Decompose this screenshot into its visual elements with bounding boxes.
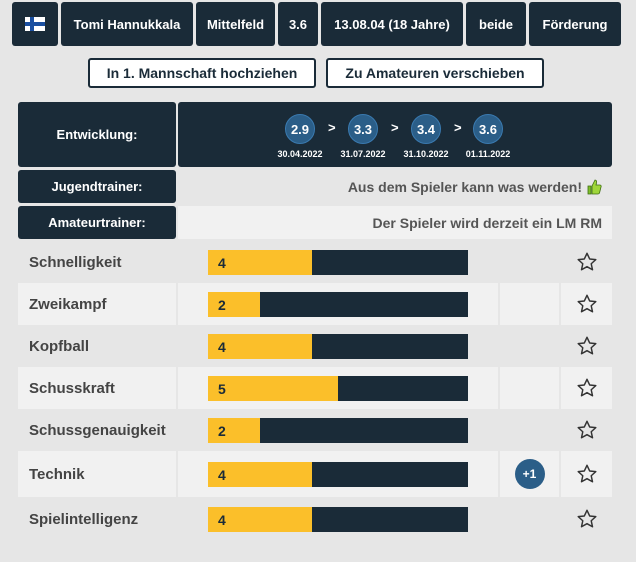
development-step: 3.6 01.11.2022 [458,114,518,159]
skill-bar-fill [208,292,260,317]
skill-bar-fill [208,418,260,443]
skill-name: Spielintelligenz [18,497,176,541]
skill-bar-fill [208,376,338,401]
skill-bar-cell: 4 [178,241,498,283]
skill-value: 5 [218,380,226,397]
skill-bonus-cell [500,409,559,451]
skill-row: Zweikampf 2 [18,283,612,325]
star-icon[interactable] [576,335,598,357]
development-step: 3.4 31.10.2022 [396,114,456,159]
skill-star-cell [561,409,612,451]
development-date: 31.07.2022 [340,149,386,159]
skill-value: 4 [218,511,226,528]
skill-value: 4 [218,254,226,271]
player-birth: 13.08.04 (18 Jahre) [321,2,463,46]
skill-bar: 4 [208,507,468,532]
star-icon[interactable] [576,508,598,530]
skill-bar-fill [208,507,312,532]
development-separator: > [454,120,462,135]
development-date: 30.04.2022 [277,149,323,159]
development-value: 3.6 [473,114,503,144]
thumbs-up-icon [587,179,602,194]
youth-trainer-label: Jugendtrainer: [18,170,176,203]
player-foot: beide [466,2,526,46]
skill-name: Technik [18,451,176,497]
skill-bar-cell: 5 [178,367,498,409]
skill-bar: 4 [208,334,468,359]
development-date: 31.10.2022 [403,149,449,159]
development-step: 2.9 30.04.2022 [270,114,330,159]
skill-bar-fill [208,250,312,275]
skill-bonus-badge[interactable]: +1 [514,459,545,489]
skill-bar-cell: 4 [178,497,498,541]
player-position: Mittelfeld [196,2,275,46]
skill-bar-fill [208,462,312,487]
star-icon[interactable] [576,293,598,315]
star-icon[interactable] [576,251,598,273]
skill-bar-fill [208,334,312,359]
development-value: 3.3 [348,114,378,144]
skill-row: Kopfball 4 [18,325,612,367]
youth-trainer-comment-row: Aus dem Spieler kann was werden! [178,170,612,203]
skill-star-cell [561,367,612,409]
development-timeline: 2.9 30.04.2022 > 3.3 31.07.2022 > 3.4 31… [178,102,612,167]
skill-row: Technik 4 +1 [18,451,612,497]
skill-star-cell [561,451,612,497]
skill-name: Kopfball [18,325,176,367]
skill-bar: 5 [208,376,468,401]
skill-bonus-cell [500,497,559,541]
skill-row: Schusskraft 5 [18,367,612,409]
finland-flag-icon [25,17,45,31]
skill-name: Schnelligkeit [18,241,176,283]
skill-star-cell [561,241,612,283]
flag-cell [12,2,58,46]
skill-row: Spielintelligenz 4 [18,497,612,541]
development-separator: > [328,120,336,135]
skill-value: 4 [218,466,226,483]
amateur-trainer-comment: Der Spieler wird derzeit ein LM RM [372,214,603,231]
skill-row: Schnelligkeit 4 [18,241,612,283]
skill-row: Schussgenauigkeit 2 [18,409,612,451]
skill-bar-cell: 4 [178,451,498,497]
development-value: 2.9 [285,114,315,144]
skill-bar: 2 [208,418,468,443]
promote-button[interactable]: In 1. Mannschaft hochziehen [88,58,316,88]
player-name: Tomi Hannukkala [61,2,193,46]
move-to-amateurs-button[interactable]: Zu Amateuren verschieben [326,58,544,88]
skill-bonus-cell: +1 [500,451,559,497]
skill-star-cell [561,497,612,541]
skill-bonus-cell [500,325,559,367]
skill-bonus-cell [500,241,559,283]
development-value: 3.4 [411,114,441,144]
skill-value: 4 [218,338,226,355]
amateur-trainer-label: Amateurtrainer: [18,206,176,239]
skill-bar-cell: 2 [178,283,498,325]
development-step: 3.3 31.07.2022 [333,114,393,159]
skill-star-cell [561,325,612,367]
skill-value: 2 [218,422,226,439]
skill-bar: 4 [208,250,468,275]
skill-bar-cell: 2 [178,409,498,451]
star-icon[interactable] [576,463,598,485]
skill-bonus-cell [500,283,559,325]
amateur-trainer-comment-row: Der Spieler wird derzeit ein LM RM [178,206,612,239]
skill-name: Schussgenauigkeit [18,409,176,451]
development-label: Entwicklung: [18,102,176,167]
player-rating: 3.6 [278,2,318,46]
youth-trainer-comment: Aus dem Spieler kann was werden! [347,178,582,195]
skill-value: 2 [218,296,226,313]
player-status: Förderung [529,2,621,46]
skill-star-cell [561,283,612,325]
skill-bar-cell: 4 [178,325,498,367]
star-icon[interactable] [576,419,598,441]
star-icon[interactable] [576,377,598,399]
skill-bonus-cell [500,367,559,409]
development-separator: > [391,120,399,135]
skill-name: Zweikampf [18,283,176,325]
skill-bar: 4 [208,462,468,487]
skill-bar: 2 [208,292,468,317]
skill-name: Schusskraft [18,367,176,409]
development-date: 01.11.2022 [465,149,511,159]
